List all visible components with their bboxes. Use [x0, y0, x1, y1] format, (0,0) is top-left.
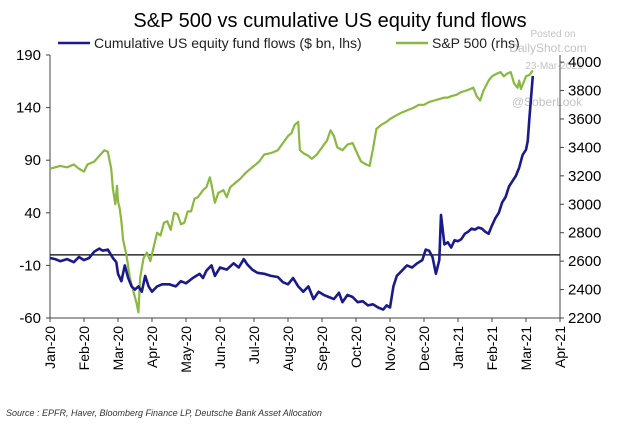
series-layer: [49, 69, 535, 314]
x-tick-label: Apr-20: [144, 326, 160, 368]
left-tick-label: 40: [24, 205, 41, 222]
x-tick-label: Aug-20: [280, 326, 296, 371]
series-line-sp500: [49, 69, 534, 314]
x-axis-ticks: Jan-20 Feb-20 Mar-20 Apr-20 May-20 Jun-20 Jul-…: [42, 318, 568, 373]
left-tick-label: -60: [19, 310, 41, 327]
source-note: Source : EPFR, Haver, Bloomberg Finance …: [6, 408, 322, 418]
left-tick-label: 90: [24, 152, 41, 169]
watermark-text: Posted on: [530, 29, 575, 40]
left-tick-label: -10: [19, 257, 41, 274]
x-tick-label: Feb-20: [76, 326, 92, 371]
x-tick-label: Mar-20: [110, 326, 126, 371]
x-tick-label: Dec-20: [416, 326, 432, 371]
right-tick-label: 3200: [568, 168, 601, 185]
x-tick-label: Oct-20: [348, 326, 364, 368]
right-tick-label: 3800: [568, 83, 601, 100]
right-tick-label: 2200: [568, 310, 601, 327]
x-tick-label: Sep-20: [314, 326, 330, 371]
x-tick-label: Nov-20: [382, 326, 398, 371]
legend: Cumulative US equity fund flows ($ bn, l…: [58, 35, 520, 51]
left-tick-label: 140: [16, 100, 41, 117]
legend-label-fund-flows: Cumulative US equity fund flows ($ bn, l…: [94, 35, 362, 51]
right-tick-label: 2400: [568, 282, 601, 299]
x-tick-label: Jan-20: [42, 326, 58, 369]
right-tick-label: 3000: [568, 196, 601, 213]
right-tick-label: 2800: [568, 225, 601, 242]
axes: [49, 55, 561, 319]
x-tick-label: Jan-21: [450, 326, 466, 369]
left-tick-label: 190: [16, 47, 41, 64]
right-tick-label: 2600: [568, 253, 601, 270]
left-axis-ticks: 190 140 90 40 -10 -60: [16, 47, 50, 327]
x-tick-label: Jul-20: [246, 326, 262, 364]
x-tick-label: Jun-20: [212, 326, 228, 369]
right-axis-ticks: 4000 3800 3600 3400 3200 3000 2800 2600 2400 2200: [560, 54, 601, 327]
watermark-text: 23-Mar-2021: [525, 61, 583, 72]
x-tick-label: Feb-21: [484, 326, 500, 371]
chart-title: S&P 500 vs cumulative US equity fund flo…: [133, 10, 526, 32]
right-tick-label: 3600: [568, 111, 601, 128]
legend-label-sp500: S&P 500 (rhs): [432, 35, 520, 51]
series-line-fund-flows: [49, 75, 535, 311]
x-tick-label: May-20: [178, 326, 194, 373]
right-tick-label: 3400: [568, 139, 601, 156]
x-tick-label: Mar-21: [518, 326, 534, 371]
right-tick-label: 4000: [568, 54, 601, 71]
x-tick-label: Apr-21: [552, 326, 568, 368]
watermark-text: DailyShot.com: [509, 41, 586, 55]
